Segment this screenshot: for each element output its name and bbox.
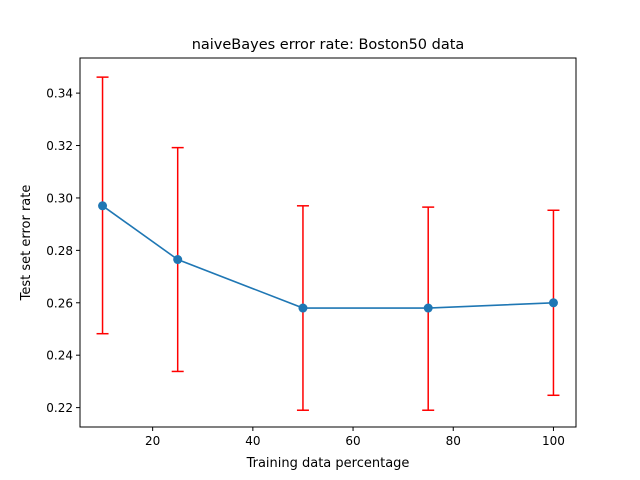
x-tick-label: 100 bbox=[542, 434, 565, 448]
x-tick-label: 60 bbox=[345, 434, 360, 448]
x-axis-ticks: 20 40 60 80 100 bbox=[145, 427, 565, 448]
y-axis-label: Test set error rate bbox=[19, 185, 34, 302]
x-tick-label: 80 bbox=[446, 434, 461, 448]
y-tick-label: 0.34 bbox=[46, 87, 73, 101]
data-series bbox=[98, 201, 558, 313]
y-tick-label: 0.24 bbox=[46, 349, 73, 363]
x-axis-label: Training data percentage bbox=[246, 456, 410, 471]
data-point bbox=[298, 303, 308, 313]
y-tick-label: 0.26 bbox=[46, 296, 73, 310]
data-point bbox=[423, 303, 433, 313]
y-axis-ticks: 0.22 0.24 0.26 0.28 0.30 0.32 0.34 bbox=[46, 87, 80, 415]
y-tick-label: 0.32 bbox=[46, 139, 73, 153]
x-tick-label: 20 bbox=[145, 434, 160, 448]
plot-frame bbox=[79, 57, 577, 428]
data-point bbox=[98, 201, 108, 211]
data-point bbox=[173, 255, 183, 265]
data-point bbox=[548, 298, 558, 308]
chart-title: naiveBayes error rate: Boston50 data bbox=[192, 37, 465, 53]
y-tick-label: 0.22 bbox=[46, 401, 73, 415]
x-tick-label: 40 bbox=[245, 434, 260, 448]
y-tick-label: 0.28 bbox=[46, 244, 73, 258]
y-tick-label: 0.30 bbox=[46, 191, 73, 205]
